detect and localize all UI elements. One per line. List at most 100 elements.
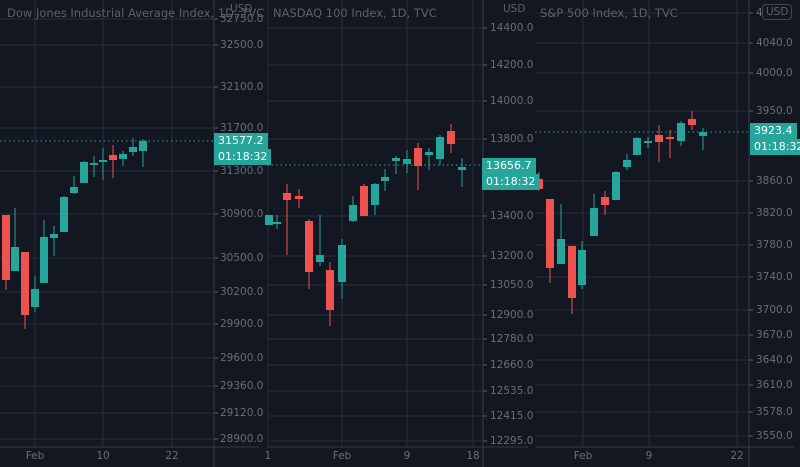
- y-axis-label-dow: 29360.0: [220, 380, 264, 392]
- x-axis-label-dow: 10: [96, 450, 110, 462]
- y-axis-label-nasdaq: 13400.0: [490, 210, 534, 222]
- candle-body: [623, 160, 631, 167]
- y-axis-label-nasdaq: 14400.0: [490, 22, 534, 34]
- countdown-tag-spx: 01:18:32: [750, 139, 800, 155]
- candle-body: [612, 172, 620, 200]
- x-axis-label-dow: Feb: [25, 450, 45, 462]
- x-axis-label-nasdaq: 9: [403, 450, 411, 462]
- x-axis-label-spx: 22: [730, 450, 744, 462]
- chart-title-spx: S&P 500 Index, 1D, TVC: [540, 6, 678, 20]
- candle-body: [601, 197, 609, 205]
- candle-body: [129, 147, 137, 152]
- x-axis-label-spx: Feb: [573, 450, 593, 462]
- candle-body: [699, 132, 707, 136]
- y-axis-label-dow: 30500.0: [220, 252, 264, 264]
- candle-body: [633, 138, 641, 155]
- y-axis-label-nasdaq: 12900.0: [490, 309, 534, 321]
- candle-body: [590, 208, 598, 236]
- last-price-tag-nasdaq: 13656.7: [482, 158, 536, 174]
- candle-body: [31, 289, 39, 307]
- candle-body: [688, 119, 696, 125]
- candle-body: [99, 160, 107, 162]
- y-axis-label-dow: 30900.0: [220, 208, 264, 220]
- candle-body: [349, 205, 357, 221]
- candle-body: [392, 158, 400, 161]
- y-axis-label-nasdaq: 12660.0: [490, 359, 534, 371]
- candle-body: [60, 197, 68, 232]
- nasdaq-chart-panel[interactable]: NASDAQ 100 Index, 1D, TVC USD 13656.7 01…: [265, 0, 540, 467]
- candle-body: [139, 141, 147, 151]
- y-axis-label-spx: 3550.0: [756, 430, 793, 442]
- candle-body: [677, 123, 685, 141]
- x-axis-label-nasdaq: Feb: [332, 450, 352, 462]
- candle-body: [90, 163, 98, 165]
- candle-body: [371, 184, 379, 205]
- candle-body: [265, 215, 273, 225]
- y-axis-label-nasdaq: 14200.0: [490, 59, 534, 71]
- countdown-tag-nasdaq: 01:18:32: [482, 174, 540, 190]
- candle-body: [338, 245, 346, 282]
- currency-badge-spx[interactable]: USD: [762, 4, 793, 20]
- y-axis-label-nasdaq: 12415.0: [490, 410, 534, 422]
- dow-chart-panel[interactable]: Dow Jones Industrial Average Index, 1D, …: [0, 0, 272, 467]
- candle-body: [2, 215, 10, 280]
- y-axis-label-nasdaq: 13050.0: [490, 279, 534, 291]
- y-axis-label-dow: 29600.0: [220, 352, 264, 364]
- chart-title-dow: Dow Jones Industrial Average Index, 1D, …: [7, 6, 265, 20]
- y-axis-label-nasdaq: 12535.0: [490, 385, 534, 397]
- candle-body: [458, 167, 466, 170]
- x-axis-label-nasdaq: 18: [466, 450, 480, 462]
- y-axis-label-dow: 29120.0: [220, 407, 264, 419]
- candle-body: [414, 148, 422, 166]
- candle-body: [326, 270, 334, 310]
- candle-body: [644, 141, 652, 143]
- y-axis-label-dow: 29900.0: [220, 318, 264, 330]
- y-axis-label-spx: 3860.0: [756, 175, 793, 187]
- candle-body: [40, 237, 48, 283]
- y-axis-label-spx: 4000.0: [756, 67, 793, 79]
- y-axis-label-spx: 3610.0: [756, 379, 793, 391]
- candle-body: [666, 137, 674, 139]
- candle-body: [109, 155, 117, 160]
- x-axis-label-spx: 9: [645, 450, 653, 462]
- y-axis-label-spx: 3640.0: [756, 354, 793, 366]
- currency-label-nasdaq[interactable]: USD: [503, 3, 526, 15]
- currency-label-dow[interactable]: USD: [230, 3, 253, 15]
- y-axis-label-spx: 3670.0: [756, 329, 793, 341]
- y-axis-label-dow: 30200.0: [220, 286, 264, 298]
- candle-body: [578, 250, 586, 285]
- candle-body: [425, 152, 433, 155]
- y-axis-label-dow: 32100.0: [220, 81, 264, 93]
- candle-body: [21, 252, 29, 315]
- candle-body: [568, 246, 576, 298]
- y-axis-label-dow: 31700.0: [220, 122, 264, 134]
- candle-body: [295, 196, 303, 199]
- y-axis-label-nasdaq: 12780.0: [490, 333, 534, 345]
- candle-body: [546, 199, 554, 268]
- last-price-tag-spx: 3923.4: [750, 123, 797, 139]
- candle-body: [70, 187, 78, 193]
- y-axis-label-dow: 31300.0: [220, 165, 264, 177]
- candle-body: [283, 193, 291, 200]
- countdown-tag-dow: 01:18:32: [214, 149, 272, 165]
- x-axis-label-dow: 22: [165, 450, 179, 462]
- candle-body: [50, 234, 58, 238]
- candle-body: [360, 186, 368, 216]
- y-axis-label-dow: 32500.0: [220, 39, 264, 51]
- candle-body: [557, 239, 565, 264]
- y-axis-label-spx: 3780.0: [756, 239, 793, 251]
- chart-title-nasdaq: NASDAQ 100 Index, 1D, TVC: [273, 6, 437, 20]
- candle-body: [305, 221, 313, 272]
- y-axis-label-dow: 32750.0: [220, 13, 264, 25]
- spx-chart-panel[interactable]: S&P 500 Index, 1D, TVC USD 3923.4 01:18:…: [535, 0, 800, 467]
- x-axis-label-nasdaq: 1: [264, 450, 272, 462]
- y-axis-label-nasdaq: 12295.0: [490, 435, 534, 447]
- candle-body: [119, 154, 127, 159]
- y-axis-label-spx: 3950.0: [756, 105, 793, 117]
- y-axis-label-spx: 4040.0: [756, 37, 793, 49]
- candle-body: [436, 137, 444, 159]
- y-axis-label-spx: 3700.0: [756, 304, 793, 316]
- candle-body: [447, 131, 455, 144]
- candle-body: [80, 162, 88, 183]
- y-axis-label-nasdaq: 13800.0: [490, 133, 534, 145]
